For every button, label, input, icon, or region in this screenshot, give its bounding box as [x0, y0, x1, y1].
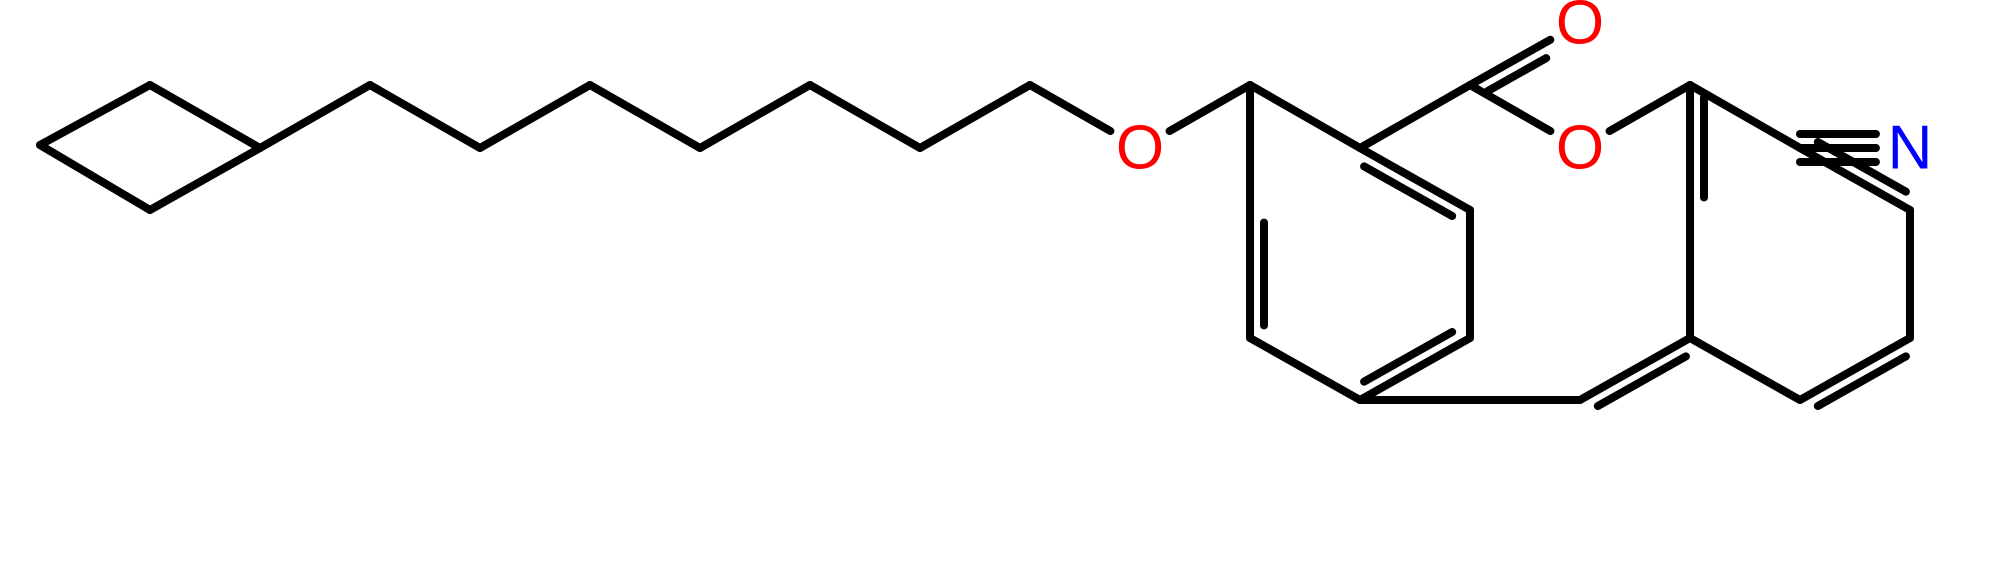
atom-label-o: O [1556, 114, 1604, 183]
atom-label-n: N [1888, 114, 1933, 183]
atom-label-o: O [1556, 0, 1604, 58]
chemical-structure: OOON [0, 0, 2008, 581]
atom-label-o: O [1116, 114, 1164, 183]
